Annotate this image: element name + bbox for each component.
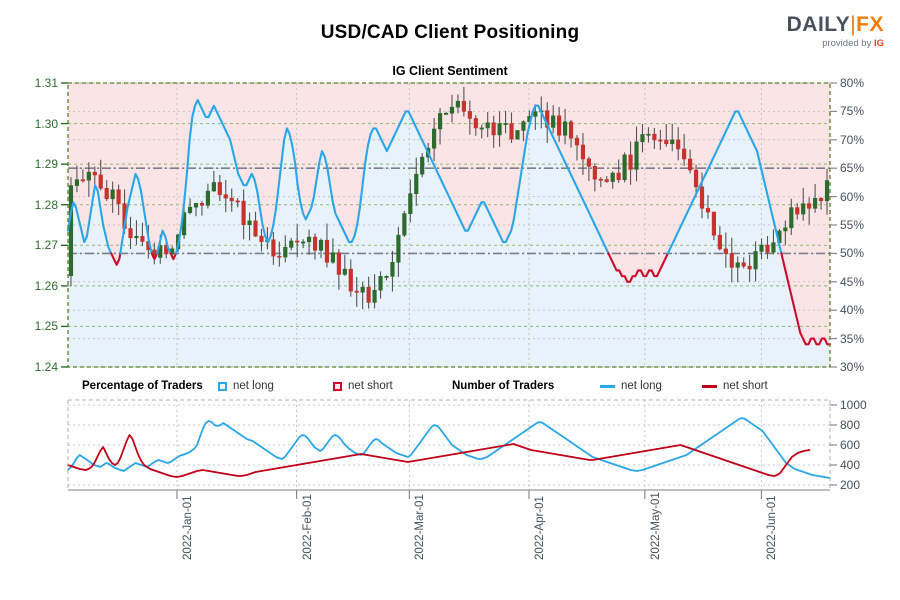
percent-tick-35: 35% [840,331,865,346]
traders-tick-400: 400 [840,458,861,472]
legend-label-net-short-count: net short [723,380,768,392]
legend-label-net-short-pct: net short [348,380,393,392]
traders-axis-right: 200 400 600 800 1000 [840,0,900,600]
traders-tick-800: 800 [840,418,861,432]
legend-marker-net-short-pct [333,382,342,391]
legend-label-net-long-pct: net long [233,380,274,392]
legend-marker-net-short-count [702,385,717,388]
percent-tick-40: 40% [840,303,865,318]
percent-tick-30: 30% [840,360,865,374]
price-tick-1-26: 1.26 [34,278,58,293]
dailyfx-logo: DAILY|FX provided by IG [787,14,884,49]
chart-subtitle: IG Client Sentiment [392,64,508,78]
percent-tick-45: 45% [840,274,865,289]
percent-tick-65: 65% [840,161,865,176]
traders-tick-1000: 1000 [840,398,867,412]
legend-marker-net-long-pct [218,382,227,391]
chart-legend: Percentage of Traders net long net short… [0,379,900,395]
logo-separator-icon: | [850,13,857,36]
logo-daily-text: DAILY [786,13,851,36]
price-tick-1-29: 1.29 [34,157,58,172]
price-axis-left: 1.24 1.25 1.26 1.27 1.28 1.29 1.30 1.31 [0,0,58,600]
logo-ig-text: IG [873,38,884,49]
percent-tick-75: 75% [840,104,865,119]
traders-tick-600: 600 [840,438,861,452]
price-tick-1-27: 1.27 [34,238,58,253]
percent-tick-55: 55% [840,218,865,232]
price-tick-1-25: 1.25 [34,319,58,334]
price-tick-1-28: 1.28 [34,197,58,212]
logo-provided-by-text: provided by [822,38,872,49]
legend-label-net-long-count: net long [621,380,662,392]
logo-fx-text: FX [856,13,884,36]
price-tick-1-30: 1.30 [34,116,58,131]
legend-group-number-title: Number of Traders [452,380,555,392]
traders-tick-200: 200 [840,478,861,492]
percent-tick-60: 60% [840,189,865,204]
percent-tick-50: 50% [840,246,865,261]
price-tick-1-31: 1.31 [34,76,58,90]
percent-tick-80: 80% [840,76,865,90]
legend-group-percentage-title: Percentage of Traders [82,380,203,392]
page-title: USD/CAD Client Positioning [320,22,580,43]
percent-axis-right: 30% 35% 40% 45% 50% 55% 60% 65% 70% 75% 80% [840,0,900,600]
legend-marker-net-long-count [600,385,615,388]
price-tick-1-24: 1.24 [34,360,58,374]
percent-tick-70: 70% [840,132,865,147]
